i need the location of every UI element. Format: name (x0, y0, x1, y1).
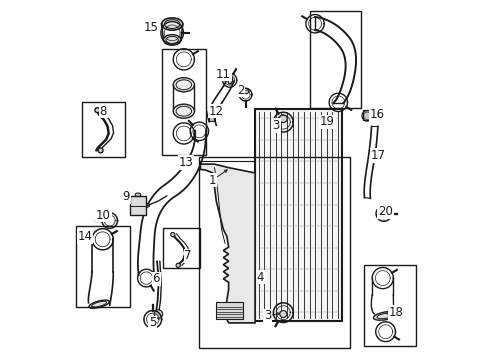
Bar (130, 196, 145, 215)
Ellipse shape (89, 300, 109, 308)
Text: 19: 19 (319, 115, 334, 128)
Bar (362, 110, 371, 120)
Text: 1: 1 (208, 174, 216, 186)
Ellipse shape (144, 204, 149, 207)
Text: 10: 10 (96, 209, 111, 222)
Text: 5: 5 (149, 316, 156, 329)
Bar (198, 157, 349, 348)
Bar (208, 114, 213, 121)
Bar (216, 302, 242, 319)
Text: 13: 13 (179, 156, 193, 169)
Ellipse shape (135, 193, 141, 197)
Ellipse shape (173, 104, 194, 118)
Ellipse shape (173, 78, 194, 92)
Text: 3: 3 (272, 119, 279, 132)
Ellipse shape (154, 310, 163, 318)
Ellipse shape (228, 76, 232, 84)
Text: 6: 6 (152, 272, 160, 285)
Text: 4: 4 (256, 270, 264, 284)
Polygon shape (200, 164, 255, 323)
Text: 7: 7 (184, 249, 191, 262)
Ellipse shape (170, 233, 175, 237)
Bar (161, 49, 205, 155)
Text: 12: 12 (208, 105, 224, 118)
Ellipse shape (95, 108, 100, 113)
Bar (76, 226, 130, 307)
Bar (81, 102, 124, 157)
Text: 14: 14 (78, 230, 92, 243)
Text: 18: 18 (388, 306, 403, 319)
Bar (364, 265, 415, 346)
Text: 2: 2 (237, 84, 244, 96)
Text: 3: 3 (263, 309, 270, 322)
Ellipse shape (207, 113, 214, 119)
Bar (309, 11, 360, 108)
Text: 20: 20 (377, 205, 392, 218)
Ellipse shape (161, 18, 183, 30)
Text: 11: 11 (215, 68, 230, 81)
Ellipse shape (176, 263, 180, 267)
Text: 17: 17 (369, 149, 385, 162)
Text: 8: 8 (100, 105, 107, 118)
Ellipse shape (279, 115, 286, 122)
Bar (255, 109, 341, 321)
Ellipse shape (98, 148, 103, 153)
Ellipse shape (279, 311, 286, 318)
Ellipse shape (242, 89, 248, 94)
Ellipse shape (373, 311, 397, 320)
Text: 16: 16 (368, 108, 384, 121)
Bar (163, 228, 200, 268)
Text: 9: 9 (122, 190, 130, 203)
Text: 15: 15 (143, 21, 158, 34)
Ellipse shape (163, 35, 181, 45)
